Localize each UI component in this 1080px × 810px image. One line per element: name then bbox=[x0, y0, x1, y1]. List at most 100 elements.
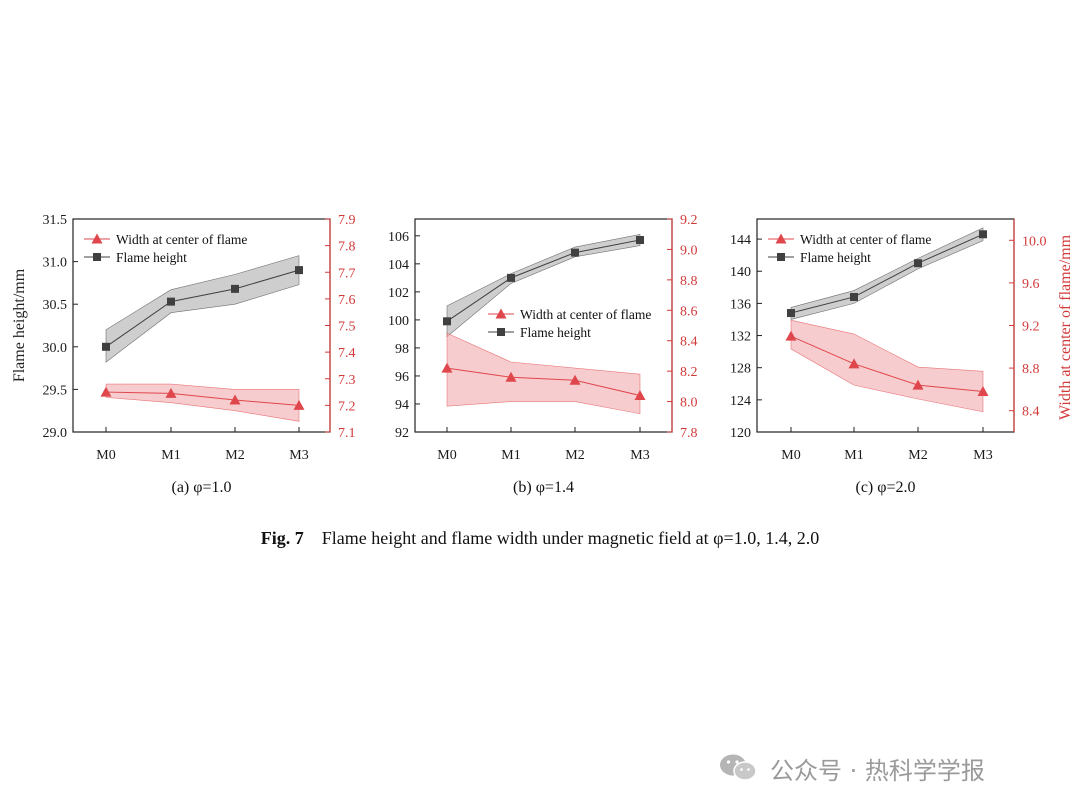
width-band bbox=[790, 319, 984, 413]
width-series-line bbox=[446, 367, 641, 396]
height-data-point bbox=[571, 248, 579, 257]
height-band bbox=[446, 234, 641, 338]
left-tick-label: 136 bbox=[730, 297, 751, 312]
right-tick-label: 8.8 bbox=[1022, 362, 1040, 377]
right-tick-label: 7.3 bbox=[338, 373, 356, 388]
width-data-point bbox=[229, 394, 241, 405]
left-tick-label: 128 bbox=[730, 362, 751, 377]
right-tick-label: 10.0 bbox=[1022, 234, 1047, 249]
chart-panel-2: 92 94 96 98 100 102 104 106 7.8 8.0 8.2 8.4 8.6 8.8 9.… bbox=[388, 213, 698, 496]
left-tick-label: 106 bbox=[388, 230, 409, 245]
height-data-point bbox=[507, 273, 515, 282]
left-tick-label: 98 bbox=[395, 342, 409, 357]
panel-subtitle: (c) φ=2.0 bbox=[855, 479, 915, 496]
legend-width-marker bbox=[91, 233, 103, 244]
legend-height-label: Flame height bbox=[800, 250, 871, 265]
figure-caption: Fig. 7 Flame height and flame width under… bbox=[0, 528, 1080, 549]
right-tick-label: 7.8 bbox=[338, 240, 356, 255]
legend-width-label: Width at center of flame bbox=[116, 232, 247, 247]
y2-axis-label: Width at center of flame/mm bbox=[1057, 234, 1074, 420]
left-tick-label: 132 bbox=[730, 330, 751, 345]
legend-height-label: Flame height bbox=[116, 250, 187, 265]
left-tick-label: 92 bbox=[395, 426, 409, 441]
x-tick-label: M2 bbox=[225, 448, 244, 463]
right-tick-label: 7.9 bbox=[338, 213, 356, 228]
height-data-point bbox=[443, 317, 451, 326]
chart-panel-1: 29.0 29.5 30.0 30.5 31.0 31.5 7.1 7.2 7.3 7.4 7.5 7… bbox=[11, 213, 356, 496]
height-data-point bbox=[636, 236, 644, 245]
width-data-point bbox=[785, 330, 797, 341]
right-tick-label: 8.8 bbox=[680, 274, 698, 289]
right-tick-label: 7.8 bbox=[680, 426, 698, 441]
width-data-point bbox=[441, 362, 453, 373]
right-tick-label: 8.0 bbox=[680, 396, 698, 411]
x-tick-label: M1 bbox=[501, 448, 520, 463]
legend-width-marker bbox=[775, 233, 787, 244]
right-tick-label: 7.2 bbox=[338, 399, 356, 414]
legend-height-marker bbox=[497, 328, 505, 336]
x-tick-label: M1 bbox=[844, 448, 863, 463]
left-tick-label: 144 bbox=[730, 233, 751, 248]
x-tick-label: M1 bbox=[161, 448, 180, 463]
legend-height-marker bbox=[777, 253, 785, 261]
height-data-point bbox=[979, 230, 987, 239]
width-data-point bbox=[100, 386, 112, 397]
chart-panel-3: 120 124 128 132 136 140 144 8.4 8.8 9.2 9.6 10.0 M0 M… bbox=[730, 218, 1074, 496]
legend-width-label: Width at center of flame bbox=[520, 307, 651, 322]
right-tick-label: 7.7 bbox=[338, 266, 356, 281]
width-data-point bbox=[569, 374, 581, 385]
left-tick-label: 31.5 bbox=[43, 213, 68, 228]
left-tick-label: 124 bbox=[730, 394, 751, 409]
watermark-text: 公众号 · 热科学学报 bbox=[770, 756, 985, 785]
height-data-point bbox=[914, 259, 922, 268]
right-tick-label: 9.2 bbox=[680, 213, 698, 228]
x-tick-label: M3 bbox=[289, 448, 308, 463]
right-tick-label: 7.4 bbox=[338, 346, 356, 361]
caption-label: Fig. 7 bbox=[260, 528, 304, 548]
x-tick-label: M2 bbox=[565, 448, 584, 463]
figure-canvas: 29.0 29.5 30.0 30.5 31.0 31.5 7.1 7.2 7.3 7.4 7.5 7… bbox=[11, 213, 1074, 496]
panel-subtitle: (b) φ=1.4 bbox=[513, 479, 574, 496]
width-data-point bbox=[848, 358, 860, 369]
right-tick-label: 9.6 bbox=[1022, 277, 1040, 292]
width-series-line bbox=[105, 391, 300, 406]
width-data-point bbox=[634, 389, 646, 400]
left-tick-label: 31.0 bbox=[43, 256, 68, 271]
watermark: 公众号 · 热科学学报 bbox=[718, 750, 985, 786]
left-tick-label: 140 bbox=[730, 265, 751, 280]
height-band bbox=[105, 255, 300, 363]
height-series-line bbox=[446, 239, 641, 322]
right-tick-label: 8.4 bbox=[1022, 405, 1040, 420]
left-tick-label: 120 bbox=[730, 426, 751, 441]
left-tick-label: 104 bbox=[388, 258, 409, 273]
height-series-line bbox=[790, 233, 984, 314]
legend: Width at center of flame Flame height bbox=[768, 232, 931, 265]
height-data-point bbox=[102, 342, 110, 351]
height-data-point bbox=[850, 292, 858, 301]
right-tick-label: 8.4 bbox=[680, 335, 698, 350]
legend-height-label: Flame height bbox=[520, 325, 591, 340]
right-tick-label: 7.1 bbox=[338, 426, 356, 441]
panel-subtitle: (a) φ=1.0 bbox=[171, 479, 231, 496]
x-tick-label: M2 bbox=[908, 448, 927, 463]
width-series-line bbox=[790, 335, 984, 393]
width-data-point bbox=[293, 399, 305, 410]
width-data-point bbox=[165, 387, 177, 398]
x-tick-label: M0 bbox=[96, 448, 115, 463]
legend: Width at center of flame Flame height bbox=[84, 232, 247, 265]
x-tick-label: M3 bbox=[973, 448, 992, 463]
right-tick-label: 9.0 bbox=[680, 243, 698, 258]
height-data-point bbox=[295, 266, 303, 275]
height-data-point bbox=[167, 297, 175, 306]
legend-height-marker bbox=[93, 253, 101, 261]
left-tick-label: 96 bbox=[395, 370, 409, 385]
x-tick-label: M0 bbox=[437, 448, 456, 463]
legend: Width at center of flame Flame height bbox=[488, 307, 651, 340]
left-tick-label: 102 bbox=[388, 286, 409, 301]
width-data-point bbox=[912, 379, 924, 390]
width-band bbox=[446, 332, 641, 415]
height-band bbox=[790, 227, 984, 320]
left-tick-label: 30.0 bbox=[43, 341, 68, 356]
left-tick-label: 29.5 bbox=[43, 383, 68, 398]
width-data-point bbox=[977, 386, 989, 397]
